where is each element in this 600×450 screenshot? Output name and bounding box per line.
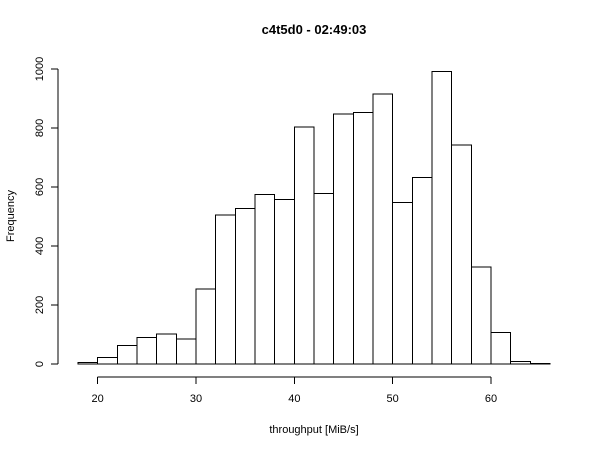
histogram-bar — [470, 266, 492, 365]
histogram-bar — [156, 333, 177, 365]
histogram-bar — [510, 361, 531, 365]
histogram-bar — [451, 144, 472, 365]
histogram-bar — [313, 192, 335, 365]
histogram-bar — [411, 177, 433, 365]
histogram-bar — [136, 336, 158, 365]
x-axis-label: throughput [MiB/s] — [269, 424, 358, 436]
x-tick-label: 40 — [288, 393, 300, 405]
y-axis: 0 200 400 600 800 1000 — [34, 57, 59, 367]
histogram-bar — [77, 362, 99, 365]
histogram-bar — [372, 93, 394, 365]
y-tick-label: 600 — [34, 178, 46, 196]
chart-title: c4t5d0 - 02:49:03 — [262, 22, 367, 37]
histogram-bar — [254, 193, 276, 365]
y-axis-label: Frequency — [5, 190, 17, 242]
histogram-bar — [352, 111, 374, 365]
x-tick-label: 50 — [387, 393, 399, 405]
histogram-bar — [215, 214, 236, 365]
y-tick-label: 200 — [34, 296, 46, 314]
x-tick-label: 20 — [92, 393, 104, 405]
x-tick-label: 30 — [190, 393, 202, 405]
x-axis: 20 30 40 50 60 — [92, 376, 497, 405]
histogram-bar — [274, 199, 295, 365]
histogram-bar — [431, 70, 453, 365]
y-tick-label: 0 — [34, 361, 46, 367]
histogram-bar — [234, 208, 256, 365]
histogram-bar — [175, 338, 197, 365]
y-tick-label: 800 — [34, 119, 46, 137]
histogram-bars — [77, 70, 551, 365]
histogram-bar — [293, 126, 315, 365]
histogram-bar — [490, 331, 512, 365]
histogram-bar — [116, 345, 138, 365]
histogram-bar — [392, 201, 413, 365]
y-tick-label: 400 — [34, 237, 46, 255]
histogram-bar — [333, 113, 354, 365]
histogram-bar — [97, 357, 118, 365]
y-tick-label: 1000 — [34, 57, 46, 81]
histogram-bar — [195, 288, 217, 365]
x-tick-label: 60 — [485, 393, 497, 405]
